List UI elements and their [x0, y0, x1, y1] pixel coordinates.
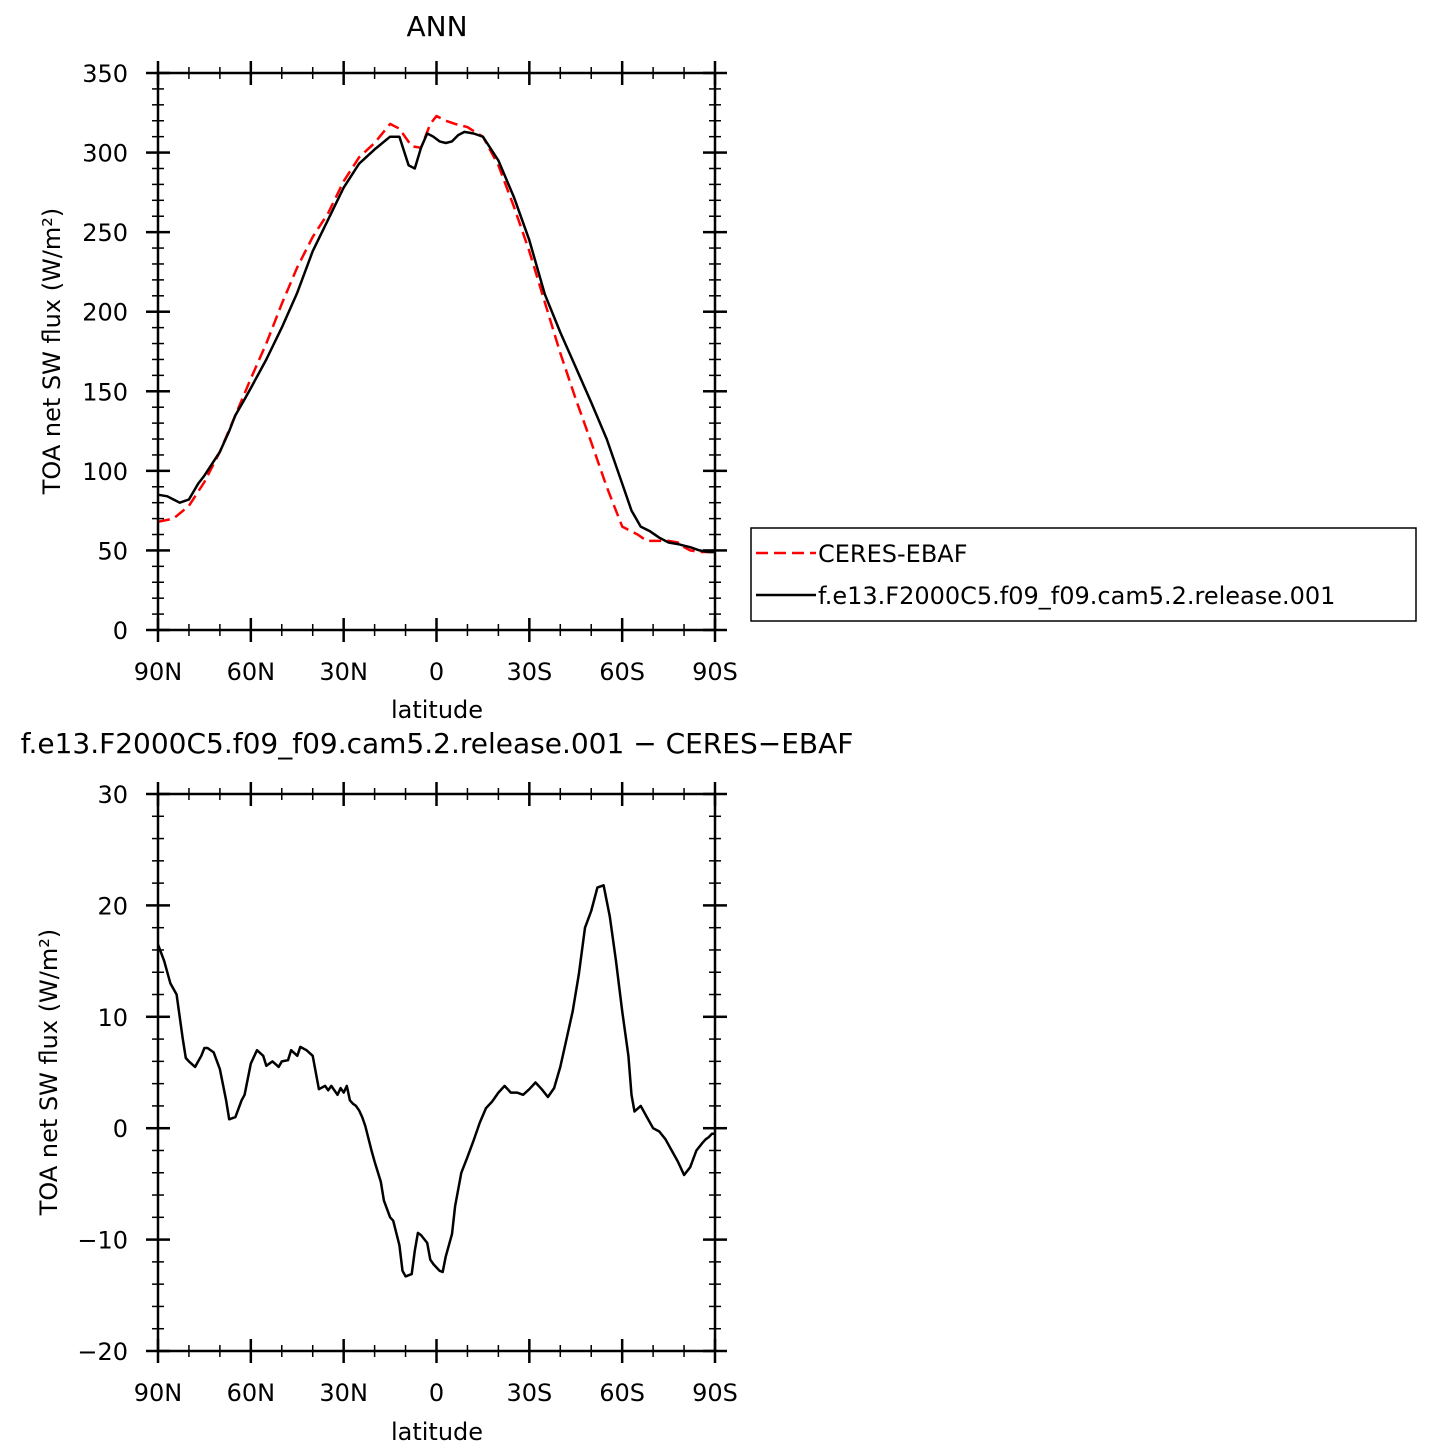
bottom-x-tick-label: 60S — [599, 1379, 645, 1407]
top-y-tick-label: 350 — [82, 60, 128, 88]
top-x-axis-title: latitude — [391, 696, 483, 724]
bottom-x-tick-label: 30N — [319, 1379, 368, 1407]
legend-label-ceres: CERES-EBAF — [818, 540, 968, 568]
bottom-x-tick-label: 60N — [227, 1379, 276, 1407]
bottom-x-tick-label: 0 — [429, 1379, 444, 1407]
bottom-series-group — [156, 884, 715, 1278]
bottom-y-tick-label: 20 — [97, 892, 128, 920]
top-panel-title: ANN — [406, 10, 467, 43]
top-x-tick-label: 30N — [319, 658, 368, 686]
bottom-x-tick-label: 30S — [506, 1379, 552, 1407]
bottom-y-tick-label: −10 — [77, 1227, 128, 1255]
bottom-panel: f.e13.F2000C5.f09_f09.cam5.2.release.001… — [21, 727, 854, 1446]
top-plot-frame — [156, 71, 717, 632]
top-x-tick-label: 90S — [692, 658, 738, 686]
bottom-x-axis-title: latitude — [391, 1418, 483, 1446]
legend-box — [750, 527, 1417, 622]
legend: CERES-EBAF f.e13.F2000C5.f09_f09.cam5.2.… — [750, 527, 1417, 622]
top-x-tick-label: 60N — [227, 658, 276, 686]
bottom-y-tick-label: 30 — [97, 781, 128, 809]
top-x-tick-label: 60S — [599, 658, 645, 686]
top-y-tick-label: 50 — [97, 537, 128, 565]
legend-label-model: f.e13.F2000C5.f09_f09.cam5.2.release.001 — [818, 582, 1335, 610]
bottom-y-tick-label: 10 — [97, 1004, 128, 1032]
top-y-tick-label: 100 — [82, 458, 128, 486]
bottom-y-tick-label: 0 — [113, 1115, 128, 1143]
top-y-tick-label: 0 — [113, 617, 128, 645]
bottom-x-tick-label: 90N — [134, 1379, 183, 1407]
bottom-y-tick-label: −20 — [77, 1338, 128, 1366]
bottom-x-tick-label: 90S — [692, 1379, 738, 1407]
top-x-tick-label: 0 — [429, 658, 444, 686]
top-x-tick-label: 30S — [506, 658, 552, 686]
top-y-tick-label: 150 — [82, 378, 128, 406]
bottom-y-axis-title: TOA net SW flux (W/m²) — [35, 929, 63, 1217]
top-series-line-1 — [157, 130, 715, 554]
top-y-axis-title: TOA net SW flux (W/m²) — [38, 208, 66, 496]
top-x-tick-label: 90N — [134, 658, 183, 686]
top-ticks-group: 90N 60N 30N 0 30S 60S 90S 0 50 100 150 200 250 300 350 — [82, 60, 738, 686]
bottom-ticks-group: 90N 60N 30N 0 30S 60S 90S −20 −10 0 10 20 30 — [77, 781, 738, 1407]
bottom-panel-title: f.e13.F2000C5.f09_f09.cam5.2.release.001… — [21, 727, 854, 760]
bottom-series-line-0 — [156, 884, 715, 1278]
top-panel: ANN 90N 60N 30N 0 30S 60S 90S 0 50 100 150 200 250 30… — [38, 10, 738, 724]
top-y-tick-label: 250 — [82, 219, 128, 247]
top-series-group — [157, 114, 715, 554]
top-series-line-0 — [157, 114, 715, 554]
top-y-tick-label: 300 — [82, 140, 128, 168]
top-y-tick-label: 200 — [82, 299, 128, 327]
